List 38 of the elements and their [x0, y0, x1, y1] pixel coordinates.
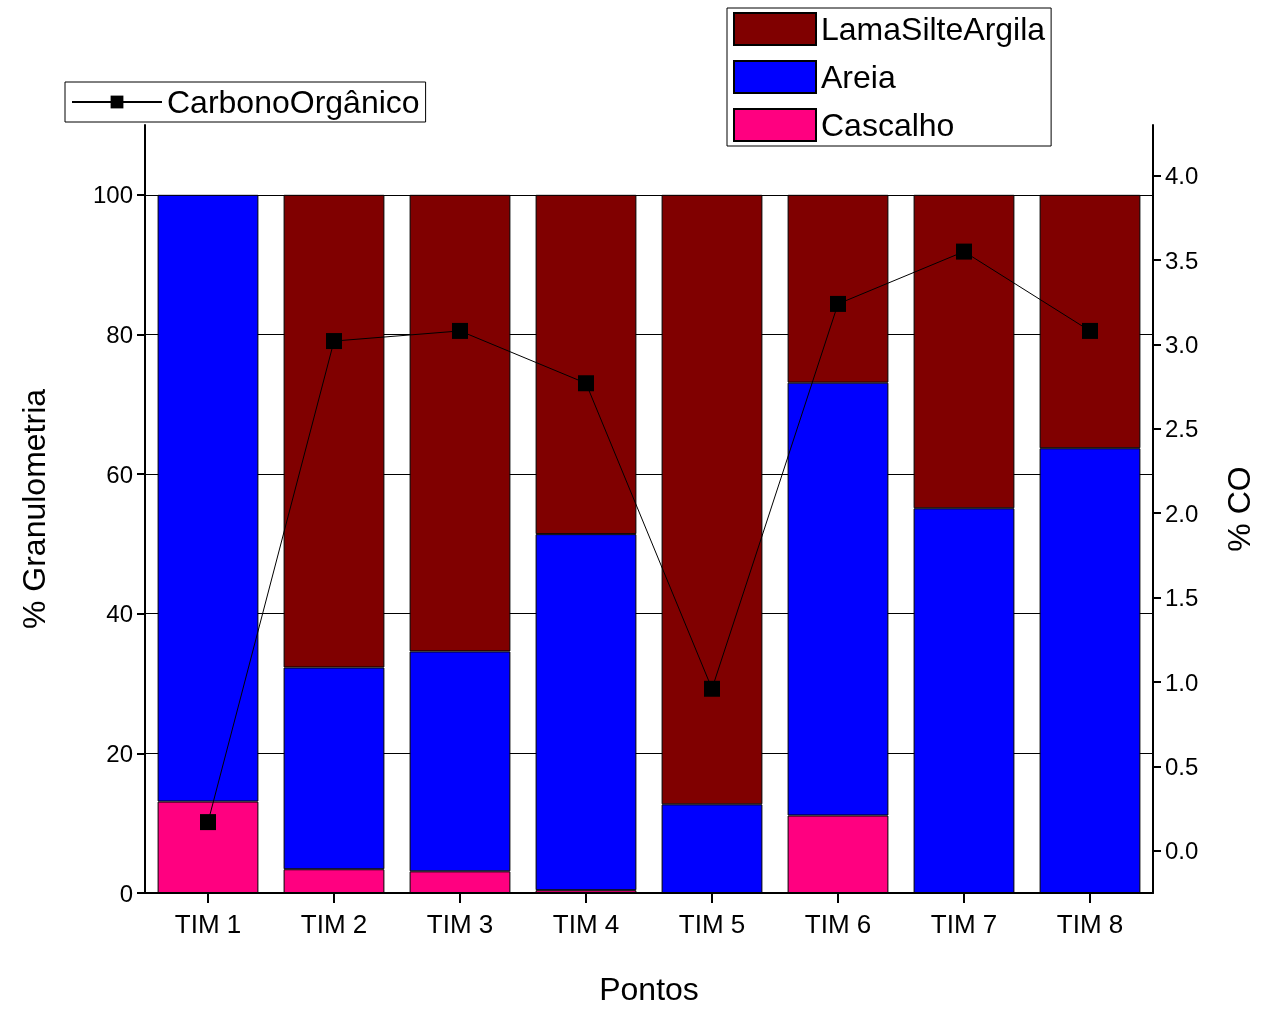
y-axis-title: % Granulometria — [16, 388, 52, 630]
y-tick-label: 80 — [106, 320, 133, 348]
point — [578, 375, 594, 392]
x-tick-label: TIM 5 — [678, 909, 746, 939]
point — [1082, 322, 1098, 339]
x-tick-label: TIM 4 — [552, 909, 620, 939]
y-tick-label: 0 — [119, 879, 133, 907]
point — [704, 680, 720, 697]
x-axis-title: Pontos — [599, 971, 699, 1007]
y2-tick-label: 4.0 — [1165, 162, 1199, 190]
point — [452, 322, 468, 339]
y-tick-label: 20 — [106, 739, 133, 767]
x-tick-label: TIM 7 — [930, 909, 998, 939]
x-tick-label: TIM 1 — [174, 909, 242, 939]
y2-tick-label: 1.5 — [1165, 584, 1199, 612]
y2-tick-label: 3.5 — [1165, 246, 1199, 274]
y2-tick-label: 1.0 — [1165, 668, 1199, 696]
x-tick-label: TIM 8 — [1056, 909, 1124, 939]
legend-label: Areia — [821, 59, 896, 95]
y2-tick-label: 2.0 — [1165, 499, 1199, 527]
legend-label: LamaSilteArgila — [821, 11, 1046, 47]
point — [326, 333, 342, 350]
y-tick-label: 60 — [106, 460, 133, 488]
x-tick-label: TIM 3 — [426, 909, 494, 939]
y2-tick-label: 0.5 — [1165, 752, 1199, 780]
y2-tick-label: 0.0 — [1165, 837, 1199, 865]
y2-axis-title: % CO — [1221, 466, 1257, 552]
y-tick-label: 40 — [106, 600, 133, 628]
legend-label: CarbonoOrgânico — [167, 84, 420, 120]
point — [956, 243, 972, 260]
point — [830, 295, 846, 312]
legend-label: Cascalho — [821, 107, 955, 143]
point — [200, 814, 216, 831]
y2-tick-label: 2.5 — [1165, 415, 1199, 443]
x-tick-label: TIM 6 — [804, 909, 872, 939]
y-tick-label: 100 — [92, 181, 133, 209]
x-tick-label: TIM 2 — [300, 909, 368, 939]
y2-tick-label: 3.0 — [1165, 330, 1199, 358]
